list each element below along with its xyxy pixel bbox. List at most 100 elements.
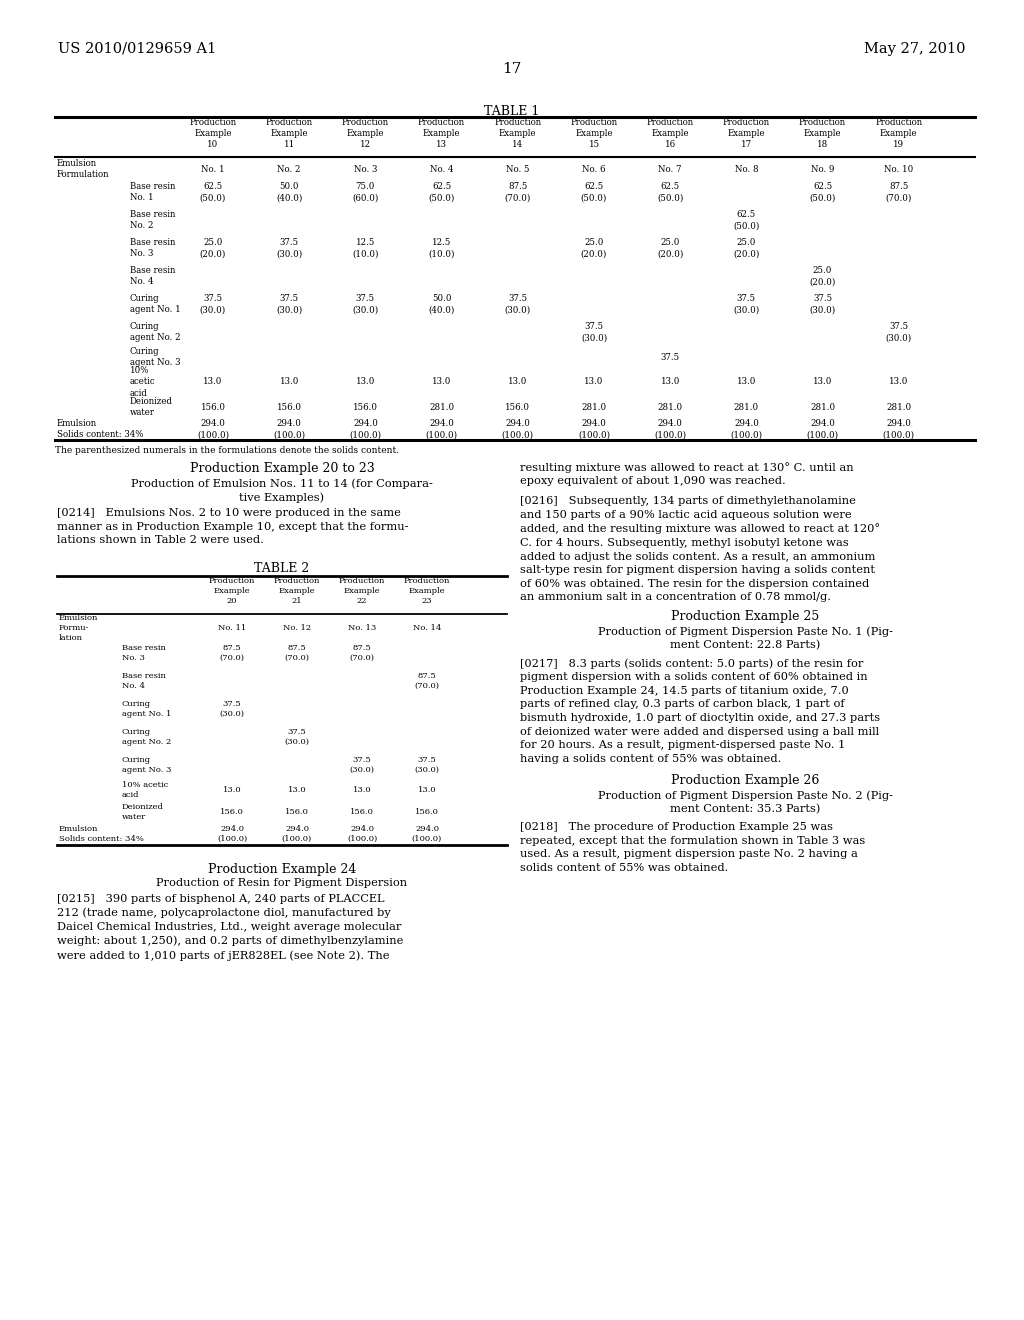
Text: Curing
agent No. 3: Curing agent No. 3 — [130, 347, 180, 367]
Text: 13.0: 13.0 — [736, 378, 756, 387]
Text: Base resin
No. 4: Base resin No. 4 — [130, 265, 175, 286]
Text: 25.0
(20.0): 25.0 (20.0) — [657, 238, 683, 257]
Text: Base resin
No. 1: Base resin No. 1 — [130, 182, 175, 202]
Text: Curing
agent No. 3: Curing agent No. 3 — [122, 756, 171, 774]
Text: May 27, 2010: May 27, 2010 — [864, 42, 966, 55]
Text: 294.0
(100.0): 294.0 (100.0) — [217, 825, 247, 843]
Text: 37.5
(30.0): 37.5 (30.0) — [505, 294, 530, 314]
Text: 294.0
(100.0): 294.0 (100.0) — [273, 418, 305, 440]
Text: 87.5
(70.0): 87.5 (70.0) — [349, 644, 375, 661]
Text: 156.0: 156.0 — [276, 403, 302, 412]
Text: Base resin
No. 2: Base resin No. 2 — [130, 210, 175, 230]
Text: 294.0
(100.0): 294.0 (100.0) — [730, 418, 763, 440]
Text: No. 7: No. 7 — [658, 165, 682, 173]
Text: 50.0
(40.0): 50.0 (40.0) — [428, 294, 455, 314]
Text: No. 3: No. 3 — [353, 165, 377, 173]
Text: No. 13: No. 13 — [348, 624, 376, 632]
Text: 13.0: 13.0 — [508, 378, 527, 387]
Text: 156.0: 156.0 — [353, 403, 378, 412]
Text: 13.0: 13.0 — [889, 378, 908, 387]
Text: 37.5
(30.0): 37.5 (30.0) — [219, 700, 245, 718]
Text: 156.0: 156.0 — [201, 403, 225, 412]
Text: The parenthesized numerals in the formulations denote the solids content.: The parenthesized numerals in the formul… — [55, 446, 399, 455]
Text: TABLE 2: TABLE 2 — [254, 562, 309, 576]
Text: 294.0
(100.0): 294.0 (100.0) — [349, 418, 382, 440]
Text: 13.0: 13.0 — [352, 785, 372, 795]
Text: 62.5
(50.0): 62.5 (50.0) — [733, 210, 760, 230]
Text: 75.0
(60.0): 75.0 (60.0) — [352, 182, 379, 202]
Text: 281.0: 281.0 — [886, 403, 911, 412]
Text: Production
Example
11: Production Example 11 — [265, 117, 312, 149]
Text: Curing
agent No. 2: Curing agent No. 2 — [122, 729, 171, 746]
Text: 37.5
(30.0): 37.5 (30.0) — [352, 294, 379, 314]
Text: 13.0: 13.0 — [222, 785, 242, 795]
Text: 37.5
(30.0): 37.5 (30.0) — [349, 756, 375, 774]
Text: Production
Example
13: Production Example 13 — [418, 117, 465, 149]
Text: [0216]   Subsequently, 134 parts of dimethylethanolamine
and 150 parts of a 90% : [0216] Subsequently, 134 parts of dimeth… — [520, 496, 880, 602]
Text: Base resin
No. 4: Base resin No. 4 — [122, 672, 166, 690]
Text: [0214]   Emulsions Nos. 2 to 10 were produced in the same
manner as in Productio: [0214] Emulsions Nos. 2 to 10 were produ… — [57, 508, 409, 545]
Text: No. 1: No. 1 — [201, 165, 225, 173]
Text: 37.5
(30.0): 37.5 (30.0) — [415, 756, 439, 774]
Text: Production of Emulsion Nos. 11 to 14 (for Compara-
tive Examples): Production of Emulsion Nos. 11 to 14 (fo… — [131, 478, 433, 503]
Text: Production
Example
20: Production Example 20 — [209, 577, 255, 605]
Text: No. 8: No. 8 — [734, 165, 758, 173]
Text: 37.5
(30.0): 37.5 (30.0) — [810, 294, 836, 314]
Text: 62.5
(50.0): 62.5 (50.0) — [809, 182, 836, 202]
Text: No. 2: No. 2 — [278, 165, 301, 173]
Text: 13.0: 13.0 — [355, 378, 375, 387]
Text: 294.0
(100.0): 294.0 (100.0) — [426, 418, 458, 440]
Text: No. 10: No. 10 — [884, 165, 913, 173]
Text: Production
Example
12: Production Example 12 — [342, 117, 389, 149]
Text: Production Example 26: Production Example 26 — [671, 774, 819, 787]
Text: 281.0: 281.0 — [734, 403, 759, 412]
Text: Curing
agent No. 2: Curing agent No. 2 — [130, 322, 180, 342]
Text: 25.0
(20.0): 25.0 (20.0) — [581, 238, 607, 257]
Text: 25.0
(20.0): 25.0 (20.0) — [200, 238, 226, 257]
Text: 10%
acetic
acid: 10% acetic acid — [130, 367, 156, 397]
Text: Production
Example
10: Production Example 10 — [189, 117, 237, 149]
Text: [0217]   8.3 parts (solids content: 5.0 parts) of the resin for
pigment dispersi: [0217] 8.3 parts (solids content: 5.0 pa… — [520, 657, 880, 764]
Text: 13.0: 13.0 — [585, 378, 604, 387]
Text: 294.0
(100.0): 294.0 (100.0) — [654, 418, 686, 440]
Text: TABLE 1: TABLE 1 — [484, 106, 540, 117]
Text: 62.5
(50.0): 62.5 (50.0) — [428, 182, 455, 202]
Text: Production
Example
21: Production Example 21 — [273, 577, 321, 605]
Text: 37.5: 37.5 — [660, 352, 680, 362]
Text: 13.0: 13.0 — [418, 785, 436, 795]
Text: 87.5
(70.0): 87.5 (70.0) — [886, 182, 912, 202]
Text: No. 12: No. 12 — [283, 624, 311, 632]
Text: Emulsion
Solids content: 34%: Emulsion Solids content: 34% — [57, 418, 143, 440]
Text: No. 11: No. 11 — [218, 624, 246, 632]
Text: 294.0
(100.0): 294.0 (100.0) — [578, 418, 610, 440]
Text: 294.0
(100.0): 294.0 (100.0) — [502, 418, 534, 440]
Text: Production of Resin for Pigment Dispersion: Production of Resin for Pigment Dispersi… — [157, 878, 408, 888]
Text: Production
Example
15: Production Example 15 — [570, 117, 617, 149]
Text: 62.5
(50.0): 62.5 (50.0) — [200, 182, 226, 202]
Text: US 2010/0129659 A1: US 2010/0129659 A1 — [58, 42, 216, 55]
Text: 281.0: 281.0 — [582, 403, 606, 412]
Text: 37.5
(30.0): 37.5 (30.0) — [276, 238, 302, 257]
Text: Production Example 20 to 23: Production Example 20 to 23 — [189, 462, 375, 475]
Text: Base resin
No. 3: Base resin No. 3 — [130, 238, 175, 257]
Text: Emulsion
Formu-
lation: Emulsion Formu- lation — [59, 614, 98, 642]
Text: Emulsion
Formulation: Emulsion Formulation — [57, 158, 110, 180]
Text: 37.5
(30.0): 37.5 (30.0) — [200, 294, 226, 314]
Text: 12.5
(10.0): 12.5 (10.0) — [428, 238, 455, 257]
Text: 50.0
(40.0): 50.0 (40.0) — [276, 182, 302, 202]
Text: 62.5
(50.0): 62.5 (50.0) — [657, 182, 683, 202]
Text: 37.5
(30.0): 37.5 (30.0) — [285, 729, 309, 746]
Text: Production
Example
16: Production Example 16 — [646, 117, 694, 149]
Text: 294.0
(100.0): 294.0 (100.0) — [807, 418, 839, 440]
Text: 87.5
(70.0): 87.5 (70.0) — [415, 672, 439, 690]
Text: 17: 17 — [503, 62, 521, 77]
Text: Production Example 25: Production Example 25 — [671, 610, 819, 623]
Text: Curing
agent No. 1: Curing agent No. 1 — [130, 294, 181, 314]
Text: [0218]   The procedure of Production Example 25 was
repeated, except that the fo: [0218] The procedure of Production Examp… — [520, 822, 865, 873]
Text: Production
Example
18: Production Example 18 — [799, 117, 846, 149]
Text: 156.0: 156.0 — [350, 808, 374, 816]
Text: 294.0
(100.0): 294.0 (100.0) — [347, 825, 377, 843]
Text: resulting mixture was allowed to react at 130° C. until an
epoxy equivalent of a: resulting mixture was allowed to react a… — [520, 462, 854, 487]
Text: Production
Example
17: Production Example 17 — [723, 117, 770, 149]
Text: 13.0: 13.0 — [204, 378, 222, 387]
